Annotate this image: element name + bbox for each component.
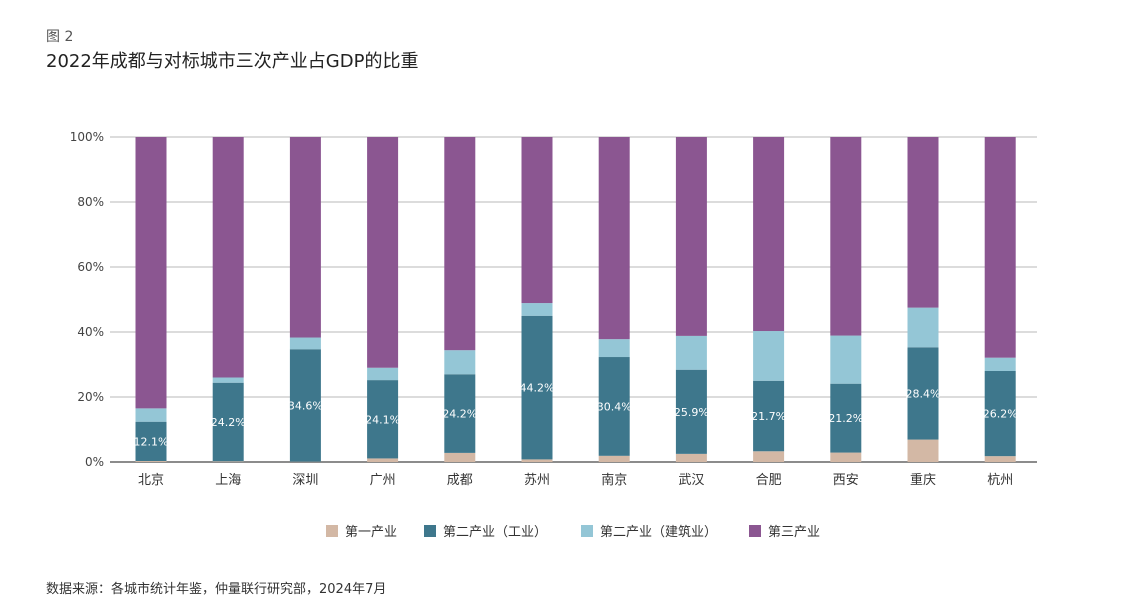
bar-segment-construction: [212, 377, 244, 383]
data-label: 24.1%: [365, 413, 400, 426]
bar-segment-construction: [907, 307, 939, 348]
bar-segment-construction: [367, 367, 399, 381]
legend-swatch: [424, 525, 436, 537]
bar-segment-tertiary: [212, 137, 244, 378]
bar-segment-tertiary: [753, 137, 785, 332]
bar-segment-tertiary: [830, 137, 862, 336]
x-tick-label: 成都: [447, 473, 473, 488]
bar-segment-tertiary: [984, 137, 1016, 358]
y-tick-label: 80%: [77, 195, 104, 209]
bar-segment-primary: [521, 459, 553, 462]
source-note: 数据来源：各城市统计年鉴，仲量联行研究部，2024年7月: [46, 582, 387, 597]
x-tick-label: 合肥: [756, 473, 782, 488]
gridlines: [110, 136, 1037, 463]
bar-segment-industry: [289, 349, 321, 462]
bar-segment-construction: [598, 339, 630, 358]
data-label: 24.2%: [442, 408, 477, 421]
bar-segment-construction: [289, 337, 321, 350]
bar-segment-construction: [135, 408, 167, 422]
data-label: 30.4%: [597, 400, 632, 413]
legend-label: 第二产业（建筑业）: [600, 524, 717, 540]
legend-label: 第一产业: [345, 525, 397, 540]
bar-segment-industry: [598, 357, 630, 456]
bar-segment-construction: [444, 350, 476, 375]
bar-segment-primary: [675, 453, 707, 462]
x-axis: 北京 上海 深圳 广州 成都 苏州 南京 武汉 合肥 西安 重庆 杭州: [138, 472, 1013, 488]
chart-title: 2022年成都与对标城市三次产业占GDP的比重: [46, 51, 419, 72]
legend-label: 第三产业: [768, 525, 820, 540]
bar-segment-primary: [907, 439, 939, 462]
x-tick-label: 南京: [601, 472, 627, 488]
bar-segment-primary: [367, 458, 399, 462]
figure-number: 图 2: [46, 29, 74, 45]
bar-segment-tertiary: [444, 137, 476, 351]
y-tick-label: 0%: [85, 455, 104, 469]
bar-segment-industry: [367, 380, 399, 459]
x-tick-label: 北京: [138, 473, 164, 488]
bar-segment-primary: [135, 461, 167, 462]
y-tick-label: 20%: [77, 390, 104, 404]
data-label: 24.2%: [211, 416, 246, 429]
x-tick-label: 重庆: [910, 472, 936, 488]
bars: [135, 137, 1016, 462]
bar-segment-primary: [753, 451, 785, 462]
x-tick-label: 武汉: [678, 473, 704, 488]
bar-segment-industry: [212, 382, 244, 462]
bar-segment-tertiary: [289, 137, 321, 338]
bar-segment-primary: [830, 452, 862, 462]
data-label: 12.1%: [134, 435, 169, 448]
data-label: 21.2%: [828, 412, 863, 425]
legend: 第一产业 第二产业（工业） 第二产业（建筑业） 第三产业: [326, 524, 820, 540]
legend-swatch: [749, 525, 761, 537]
y-axis: 0% 20% 40% 60% 80% 100%: [70, 130, 104, 469]
bar-segment-tertiary: [675, 137, 707, 336]
x-tick-label: 西安: [833, 473, 859, 488]
legend-swatch: [581, 525, 593, 537]
x-tick-label: 深圳: [292, 473, 318, 488]
bar-segment-construction: [675, 335, 707, 370]
legend-label: 第二产业（工业）: [443, 525, 547, 540]
data-label: 28.4%: [906, 387, 941, 400]
bar-segment-construction: [830, 335, 862, 384]
data-label: 26.2%: [983, 408, 1018, 421]
bar-segment-tertiary: [598, 137, 630, 340]
y-tick-label: 100%: [70, 130, 104, 144]
bar-segment-primary: [444, 452, 476, 462]
data-label: 44.2%: [520, 382, 555, 395]
data-labels: 12.1% 24.2% 34.6% 24.1% 24.2% 44.2% 30.4% 25.9%…: [134, 382, 1018, 449]
x-tick-label: 苏州: [524, 472, 550, 488]
bar-segment-construction: [984, 357, 1016, 371]
bar-segment-industry: [675, 369, 707, 454]
bar-segment-industry: [444, 374, 476, 453]
bar-segment-tertiary: [367, 137, 399, 368]
data-label: 25.9%: [674, 406, 709, 419]
bar-segment-construction: [753, 331, 785, 381]
bar-segment-industry: [984, 371, 1016, 457]
bar-segment-primary: [984, 456, 1016, 462]
bar-segment-tertiary: [135, 137, 167, 409]
y-tick-label: 60%: [77, 260, 104, 274]
bar-segment-industry: [753, 380, 785, 452]
x-tick-label: 上海: [215, 473, 241, 488]
bar-segment-industry: [135, 421, 167, 462]
bar-segment-primary: [212, 461, 244, 462]
bar-segment-industry: [907, 347, 939, 440]
x-tick-label: 杭州: [987, 473, 1013, 488]
bar-segment-construction: [521, 303, 553, 316]
x-tick-label: 广州: [370, 473, 396, 488]
legend-swatch: [326, 525, 338, 537]
bar-segment-industry: [830, 383, 862, 453]
bar-segment-tertiary: [907, 137, 939, 308]
bar-segment-industry: [521, 315, 553, 460]
bar-segment-tertiary: [521, 137, 553, 304]
y-tick-label: 40%: [77, 325, 104, 339]
data-label: 34.6%: [288, 399, 323, 412]
data-label: 21.7%: [751, 410, 786, 423]
bar-segment-primary: [598, 455, 630, 462]
